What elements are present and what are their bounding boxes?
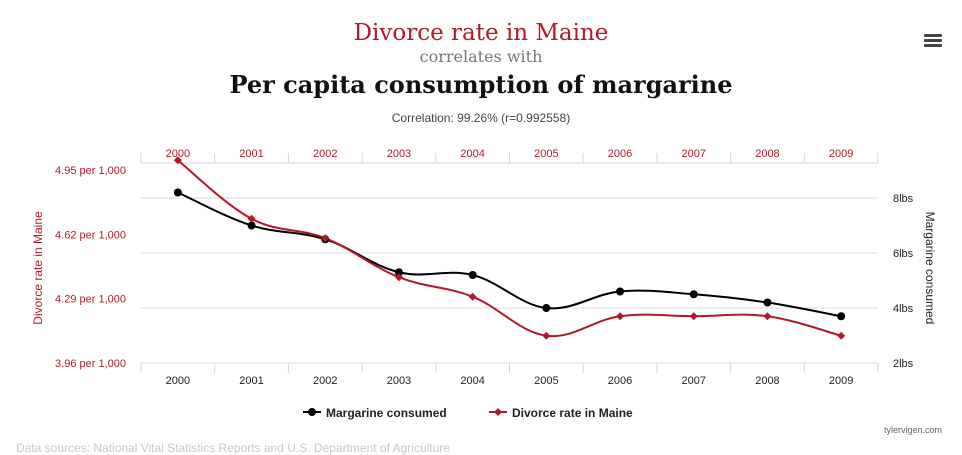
legend-margarine-label: Margarine consumed xyxy=(326,406,447,420)
x-tick-label: 2000 xyxy=(166,375,190,387)
margarine-point xyxy=(763,298,772,307)
data-sources-text: Data sources: National Vital Statistics … xyxy=(16,441,450,455)
margarine-point xyxy=(837,312,846,321)
top-x-tick-label: 2003 xyxy=(387,148,411,160)
divorce-point xyxy=(321,234,330,243)
chart-legend: Margarine consumed Divorce rate in Maine xyxy=(303,406,633,420)
divorce-point xyxy=(837,331,846,340)
x-tick-label: 2002 xyxy=(313,375,337,387)
margarine-point xyxy=(173,188,182,197)
top-x-tick-label: 2008 xyxy=(755,148,779,160)
menu-bar xyxy=(924,39,942,42)
top-x-tick-label: 2000 xyxy=(166,148,190,160)
credit-text[interactable]: tylervigen.com xyxy=(883,425,942,435)
x-tick-label: 2004 xyxy=(460,375,484,387)
margarine-point xyxy=(394,268,403,277)
left-y-tick-label: 4.62 per 1,000 xyxy=(55,229,126,241)
right-y-tick-label: 4lbs xyxy=(893,303,914,315)
chart-title-variable-1: Divorce rate in Maine xyxy=(353,20,609,46)
divorce-point xyxy=(173,156,182,165)
divorce-point xyxy=(616,312,625,321)
margarine-point xyxy=(542,304,551,312)
x-tick-label: 2008 xyxy=(755,375,779,387)
x-tick-label: 2007 xyxy=(682,375,706,387)
margarine-point xyxy=(616,287,625,296)
top-x-tick-label: 2006 xyxy=(608,148,632,160)
top-x-tick-label: 2005 xyxy=(534,148,558,160)
divorce-point xyxy=(394,273,403,282)
x-tick-label: 2001 xyxy=(239,375,263,387)
left-y-tick-label: 4.95 per 1,000 xyxy=(55,165,126,177)
divorce-point xyxy=(247,214,256,223)
legend-divorce-marker xyxy=(494,408,502,416)
top-x-tick-label: 2004 xyxy=(460,148,484,160)
menu-bar xyxy=(924,34,942,37)
chart-title-variable-2: Per capita consumption of margarine xyxy=(229,70,733,99)
left-axis-title: Divorce rate in Maine xyxy=(31,211,45,325)
divorce-point xyxy=(689,312,698,321)
right-y-tick-label: 2lbs xyxy=(893,358,914,370)
menu-bar xyxy=(924,44,942,47)
left-y-tick-label: 4.29 per 1,000 xyxy=(55,294,126,306)
correlation-text: Correlation: 99.26% (r=0.992558) xyxy=(391,111,571,125)
hamburger-menu-icon[interactable] xyxy=(924,34,942,48)
right-axis-title: Margarine consumed xyxy=(923,212,937,325)
divorce-point xyxy=(542,331,551,340)
top-x-tick-label: 2007 xyxy=(682,148,706,160)
left-y-tick-label: 3.96 per 1,000 xyxy=(55,358,126,370)
divorce-point xyxy=(468,292,477,301)
x-tick-label: 2009 xyxy=(829,375,853,387)
right-y-tick-label: 6lbs xyxy=(893,248,914,260)
x-tick-label: 2003 xyxy=(387,375,411,387)
series-line-divorce xyxy=(177,159,842,338)
correlates-with-text: correlates with xyxy=(419,47,543,66)
margarine-point xyxy=(468,271,477,279)
top-x-tick-label: 2002 xyxy=(313,148,337,160)
legend-margarine-marker xyxy=(308,408,316,416)
margarine-point xyxy=(689,290,698,299)
legend-divorce-label: Divorce rate in Maine xyxy=(512,406,633,420)
top-x-tick-label: 2009 xyxy=(829,148,853,160)
x-tick-label: 2006 xyxy=(608,375,632,387)
top-x-tick-label: 2001 xyxy=(239,148,263,160)
x-tick-label: 2005 xyxy=(534,375,558,387)
series-line-margarine xyxy=(177,191,842,318)
right-y-tick-label: 8lbs xyxy=(893,193,914,205)
divorce-point xyxy=(763,312,772,321)
margarine-point xyxy=(247,221,256,230)
